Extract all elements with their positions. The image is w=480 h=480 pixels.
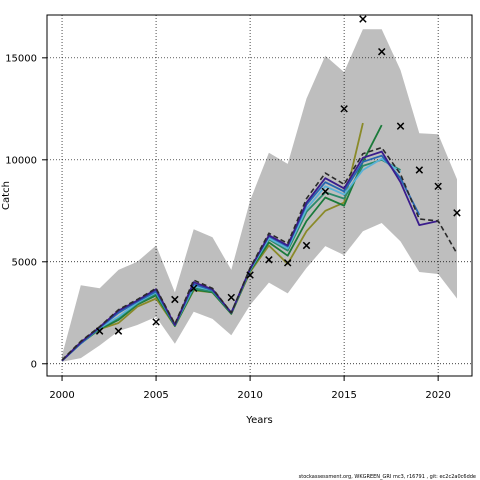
observed-point: [265, 256, 273, 264]
footer-credit: stockassessment.org, WKGREEN_GRI mc3, r1…: [298, 474, 476, 480]
series-layer: [61, 122, 458, 362]
observed-point: [246, 271, 254, 279]
confidence-band-layer: [62, 29, 457, 362]
observed-point: [340, 105, 348, 113]
x-axis-title: Years: [245, 415, 272, 426]
y-axis-title: Catch: [1, 181, 12, 210]
observed-point: [283, 259, 292, 267]
observed-point: [152, 318, 160, 326]
observed-point: [114, 327, 123, 335]
observed-point: [434, 182, 442, 191]
observed-point: [302, 241, 311, 250]
observed-point: [189, 284, 198, 293]
x-tick-label: 2015: [331, 390, 356, 401]
y-tick-label: 5000: [12, 257, 37, 268]
grid-layer: [47, 15, 472, 376]
observed-point: [415, 166, 424, 174]
axis-layer: 2000 2005 2010 2015 2020 0 5000 10000 15000: [5, 53, 451, 401]
x-tick-label: 2020: [425, 390, 450, 401]
observed-point: [453, 209, 461, 217]
observed-point: [321, 187, 330, 196]
plot-frame: [46, 14, 473, 377]
y-tick-label: 0: [31, 359, 37, 370]
confidence-band: [62, 29, 457, 362]
x-tick-label: 2010: [237, 390, 262, 401]
x-tick-label: 2000: [49, 390, 74, 401]
observed-point: [95, 327, 104, 335]
observed-point: [378, 47, 386, 56]
observed-point: [396, 122, 405, 130]
y-tick-label: 10000: [5, 155, 37, 166]
y-tick-label: 15000: [5, 53, 37, 64]
x-tick-label: 2005: [143, 390, 168, 401]
observed-points-layer: [95, 15, 461, 335]
observed-point: [359, 15, 367, 23]
observed-point: [171, 295, 179, 304]
observed-point: [227, 293, 236, 302]
